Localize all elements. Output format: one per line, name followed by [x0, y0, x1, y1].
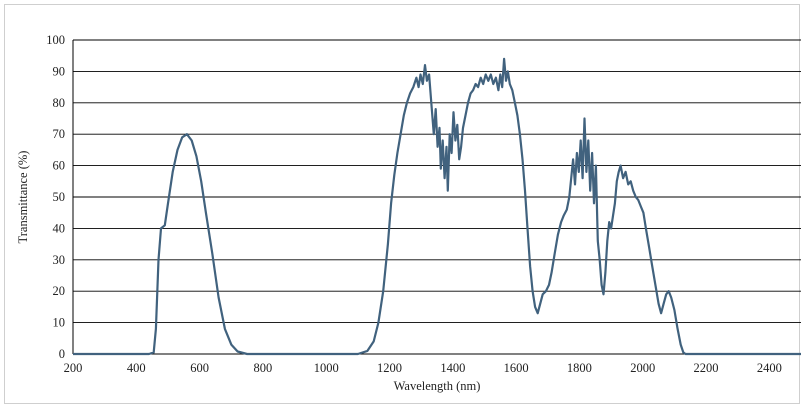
x-tick-label: 800 [254, 361, 273, 375]
y-tick-label: 20 [53, 284, 66, 298]
x-tick-labels: 200 400 600 800 1000 1200 1400 1600 1800 2000 2200… [64, 361, 782, 375]
x-tick-label: 2200 [694, 361, 719, 375]
y-tick-label: 60 [53, 159, 66, 173]
x-tick-label: 400 [127, 361, 146, 375]
y-tick-label: 10 [53, 316, 66, 330]
series-line-0 [73, 57, 801, 356]
y-axis-label: Transmittance (%) [16, 151, 30, 244]
x-tick-label: 1400 [440, 361, 465, 375]
y-tick-label: 80 [53, 96, 66, 110]
y-tick-label: 100 [46, 33, 65, 47]
x-tick-label: 600 [190, 361, 209, 375]
y-tick-label: 50 [53, 190, 66, 204]
x-tick-label: 1600 [504, 361, 529, 375]
series-group [73, 57, 801, 356]
y-tick-label: 30 [53, 253, 66, 267]
y-tick-label: 0 [59, 347, 65, 361]
x-tick-label: 1000 [314, 361, 339, 375]
x-tick-label: 200 [64, 361, 83, 375]
x-tick-label: 2000 [630, 361, 655, 375]
x-axis-label: Wavelength (nm) [394, 379, 481, 393]
gridlines [73, 39, 801, 355]
x-tick-label: 2400 [757, 361, 782, 375]
x-tick-label: 1800 [567, 361, 592, 375]
y-tick-label: 40 [53, 221, 66, 235]
y-tick-labels: 0 10 20 30 40 50 60 70 80 90 100 [46, 33, 65, 361]
y-tick-label: 90 [53, 64, 66, 78]
y-tick-label: 70 [53, 127, 66, 141]
chart-svg: 0 10 20 30 40 50 60 70 80 90 100 200 400 600 800 1000 1… [16, 33, 801, 393]
chart-frame: 0 10 20 30 40 50 60 70 80 90 100 200 400 600 800 1000 1… [4, 4, 801, 404]
x-tick-label: 1200 [377, 361, 402, 375]
